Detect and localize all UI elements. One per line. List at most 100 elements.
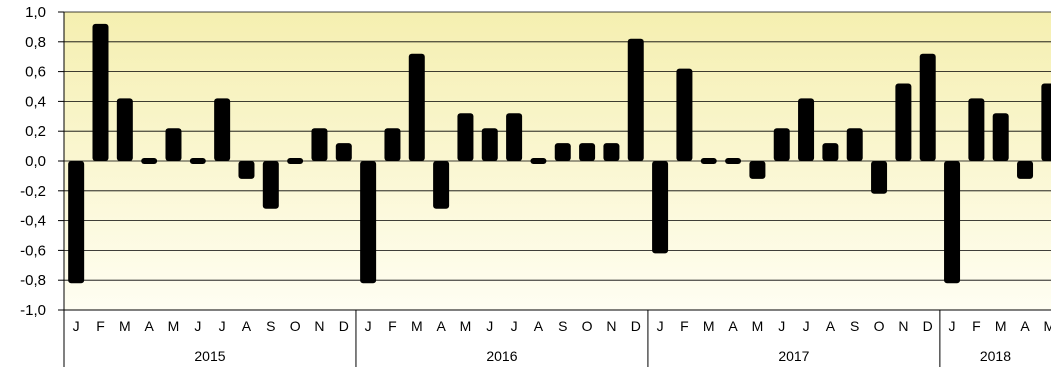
y-tick-label: 0,0 [25, 153, 46, 170]
bar [1041, 83, 1051, 161]
month-label: N [898, 318, 908, 334]
month-label: J [365, 318, 372, 334]
bar [214, 98, 231, 161]
y-tick-label: -1,0 [20, 302, 46, 319]
month-label: J [73, 318, 80, 334]
month-label: J [194, 318, 201, 334]
month-label: J [486, 318, 493, 334]
y-tick-label: 0,2 [25, 123, 46, 140]
month-label: D [923, 318, 933, 334]
month-label: A [242, 318, 252, 334]
month-label: M [1044, 318, 1051, 334]
y-tick-label: -0,6 [20, 242, 46, 259]
month-label: A [1020, 318, 1030, 334]
bar [1017, 161, 1034, 179]
bar [846, 128, 863, 161]
month-label: O [874, 318, 885, 334]
month-label: M [995, 318, 1007, 334]
month-label: J [949, 318, 956, 334]
y-tick-label: 0,8 [25, 34, 46, 51]
y-tick-label: 1,0 [25, 4, 46, 21]
bar [944, 161, 961, 284]
month-label: J [219, 318, 226, 334]
bar [749, 161, 766, 179]
bar [627, 38, 644, 161]
year-label: 2018 [980, 348, 1011, 364]
month-label: J [511, 318, 518, 334]
month-label: N [606, 318, 616, 334]
month-label: A [728, 318, 738, 334]
month-label: J [778, 318, 785, 334]
month-label: A [826, 318, 836, 334]
bar [433, 161, 450, 209]
bar [871, 161, 888, 194]
month-label: S [266, 318, 275, 334]
bar [116, 98, 133, 161]
bar [822, 143, 839, 161]
bar [895, 83, 912, 161]
bar [481, 128, 498, 161]
y-tick-label: -0,2 [20, 183, 46, 200]
month-label: D [631, 318, 641, 334]
bar [773, 128, 790, 161]
bar [968, 98, 985, 161]
month-label: M [411, 318, 423, 334]
y-axis-ticks: 1,0 0,8 0,6 0,4 0,2 0,0 -0,2 -0,4 -0,6 -0,8 -1,0 [20, 4, 64, 319]
bar [360, 161, 377, 284]
bar [919, 53, 936, 162]
month-label: S [850, 318, 859, 334]
y-tick-label: 0,6 [25, 64, 46, 81]
y-tick-label: 0,4 [25, 93, 46, 110]
y-tick-label: -0,4 [20, 213, 46, 230]
bar [92, 23, 109, 162]
bar [311, 128, 328, 161]
bar [262, 161, 279, 209]
month-label: A [436, 318, 446, 334]
month-label: F [680, 318, 689, 334]
month-label: F [388, 318, 397, 334]
bar [652, 161, 669, 254]
bar [238, 161, 255, 179]
bar [141, 158, 158, 164]
bar [530, 158, 547, 164]
month-label: F [972, 318, 981, 334]
month-label: A [144, 318, 154, 334]
bar [554, 143, 571, 161]
bar [457, 113, 474, 161]
bar [725, 158, 742, 164]
bar [992, 113, 1009, 161]
bar [335, 143, 352, 161]
bar [384, 128, 401, 161]
bar [579, 143, 596, 161]
bar [798, 98, 815, 161]
month-label: M [703, 318, 715, 334]
bar [165, 128, 182, 161]
bar [408, 53, 425, 162]
month-label: O [290, 318, 301, 334]
bar [603, 143, 620, 161]
month-label: J [657, 318, 664, 334]
month-label: A [534, 318, 544, 334]
y-tick-label: -0,8 [20, 272, 46, 289]
bar [506, 113, 523, 161]
bar [700, 158, 717, 164]
month-label: M [168, 318, 180, 334]
bars [68, 23, 1051, 284]
year-label: 2017 [778, 348, 809, 364]
month-label: S [558, 318, 567, 334]
bar [68, 161, 85, 284]
month-label: D [339, 318, 349, 334]
year-label: 2016 [486, 348, 517, 364]
bar [189, 158, 206, 164]
month-label: M [119, 318, 131, 334]
month-label: M [752, 318, 764, 334]
bar [287, 158, 304, 164]
axes [63, 12, 1051, 367]
month-label: O [582, 318, 593, 334]
month-label: J [803, 318, 810, 334]
month-label: N [314, 318, 324, 334]
month-label: M [460, 318, 472, 334]
month-label: F [96, 318, 105, 334]
